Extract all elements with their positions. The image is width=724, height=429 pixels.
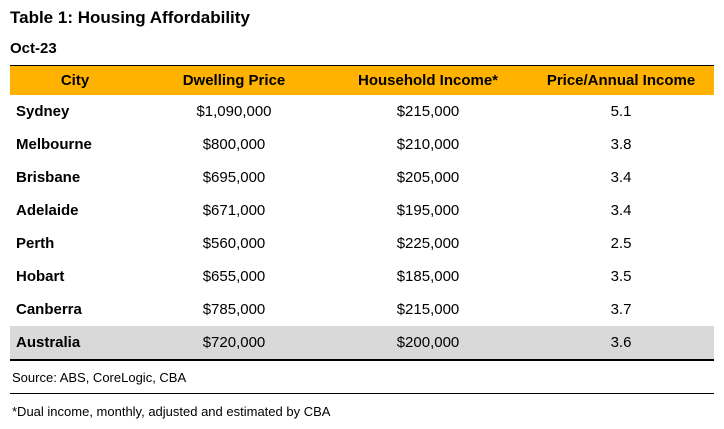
table-row: Perth $560,000 $225,000 2.5 xyxy=(10,227,714,260)
table-header-row: City Dwelling Price Household Income* Pr… xyxy=(10,65,714,95)
dwelling-price-cell: $1,090,000 xyxy=(196,103,272,120)
report-page: Table 1: Housing Affordability Oct-23 Ci… xyxy=(10,8,714,419)
table-row: Hobart $655,000 $185,000 3.5 xyxy=(10,260,714,293)
ratio-cell: 3.4 xyxy=(610,169,632,186)
household-income-cell: $225,000 xyxy=(396,235,460,252)
column-header-price-annual-income: Price/Annual Income xyxy=(528,65,714,95)
city-cell: Hobart xyxy=(16,268,65,285)
city-cell: Melbourne xyxy=(16,136,92,153)
housing-affordability-table: City Dwelling Price Household Income* Pr… xyxy=(10,65,714,361)
ratio-cell: 5.1 xyxy=(610,103,632,120)
source-note: Source: ABS, CoreLogic, CBA xyxy=(10,361,714,394)
dwelling-price-cell: $560,000 xyxy=(202,235,266,252)
city-cell: Perth xyxy=(16,235,55,252)
city-cell: Canberra xyxy=(16,301,82,318)
footnote: *Dual income, monthly, adjusted and esti… xyxy=(12,404,331,419)
table-row: Melbourne $800,000 $210,000 3.8 xyxy=(10,128,714,161)
household-income-cell: $185,000 xyxy=(396,268,460,285)
household-income-cell: $215,000 xyxy=(396,301,460,318)
dwelling-price-cell: $655,000 xyxy=(202,268,266,285)
ratio-cell: 3.8 xyxy=(610,136,632,153)
household-income-cell: $200,000 xyxy=(328,326,528,361)
date-label: Oct-23 xyxy=(10,40,57,57)
dwelling-price-cell: $785,000 xyxy=(202,301,266,318)
column-header-household-income: Household Income* xyxy=(328,65,528,95)
city-cell: Sydney xyxy=(16,103,70,120)
table-row: Sydney $1,090,000 $215,000 5.1 xyxy=(10,95,714,128)
household-income-cell: $195,000 xyxy=(396,202,460,219)
column-header-city: City xyxy=(10,65,140,95)
page-title: Table 1: Housing Affordability xyxy=(10,8,250,27)
city-cell: Brisbane xyxy=(16,169,81,186)
dwelling-price-cell: $695,000 xyxy=(202,169,266,186)
ratio-cell: 3.4 xyxy=(610,202,632,219)
ratio-cell: 2.5 xyxy=(610,235,632,252)
household-income-cell: $210,000 xyxy=(396,136,460,153)
ratio-cell: 3.6 xyxy=(528,326,714,361)
household-income-cell: $215,000 xyxy=(396,103,460,120)
table-row: Adelaide $671,000 $195,000 3.4 xyxy=(10,194,714,227)
column-header-dwelling-price: Dwelling Price xyxy=(140,65,328,95)
dwelling-price-cell: $671,000 xyxy=(202,202,266,219)
dwelling-price-cell: $800,000 xyxy=(202,136,266,153)
city-cell: Australia xyxy=(10,326,140,361)
ratio-cell: 3.5 xyxy=(610,268,632,285)
table-row: Canberra $785,000 $215,000 3.7 xyxy=(10,293,714,326)
table-row-australia-total: Australia $720,000 $200,000 3.6 xyxy=(10,326,714,361)
city-cell: Adelaide xyxy=(16,202,79,219)
table-row: Brisbane $695,000 $205,000 3.4 xyxy=(10,161,714,194)
ratio-cell: 3.7 xyxy=(610,301,632,318)
household-income-cell: $205,000 xyxy=(396,169,460,186)
dwelling-price-cell: $720,000 xyxy=(140,326,328,361)
